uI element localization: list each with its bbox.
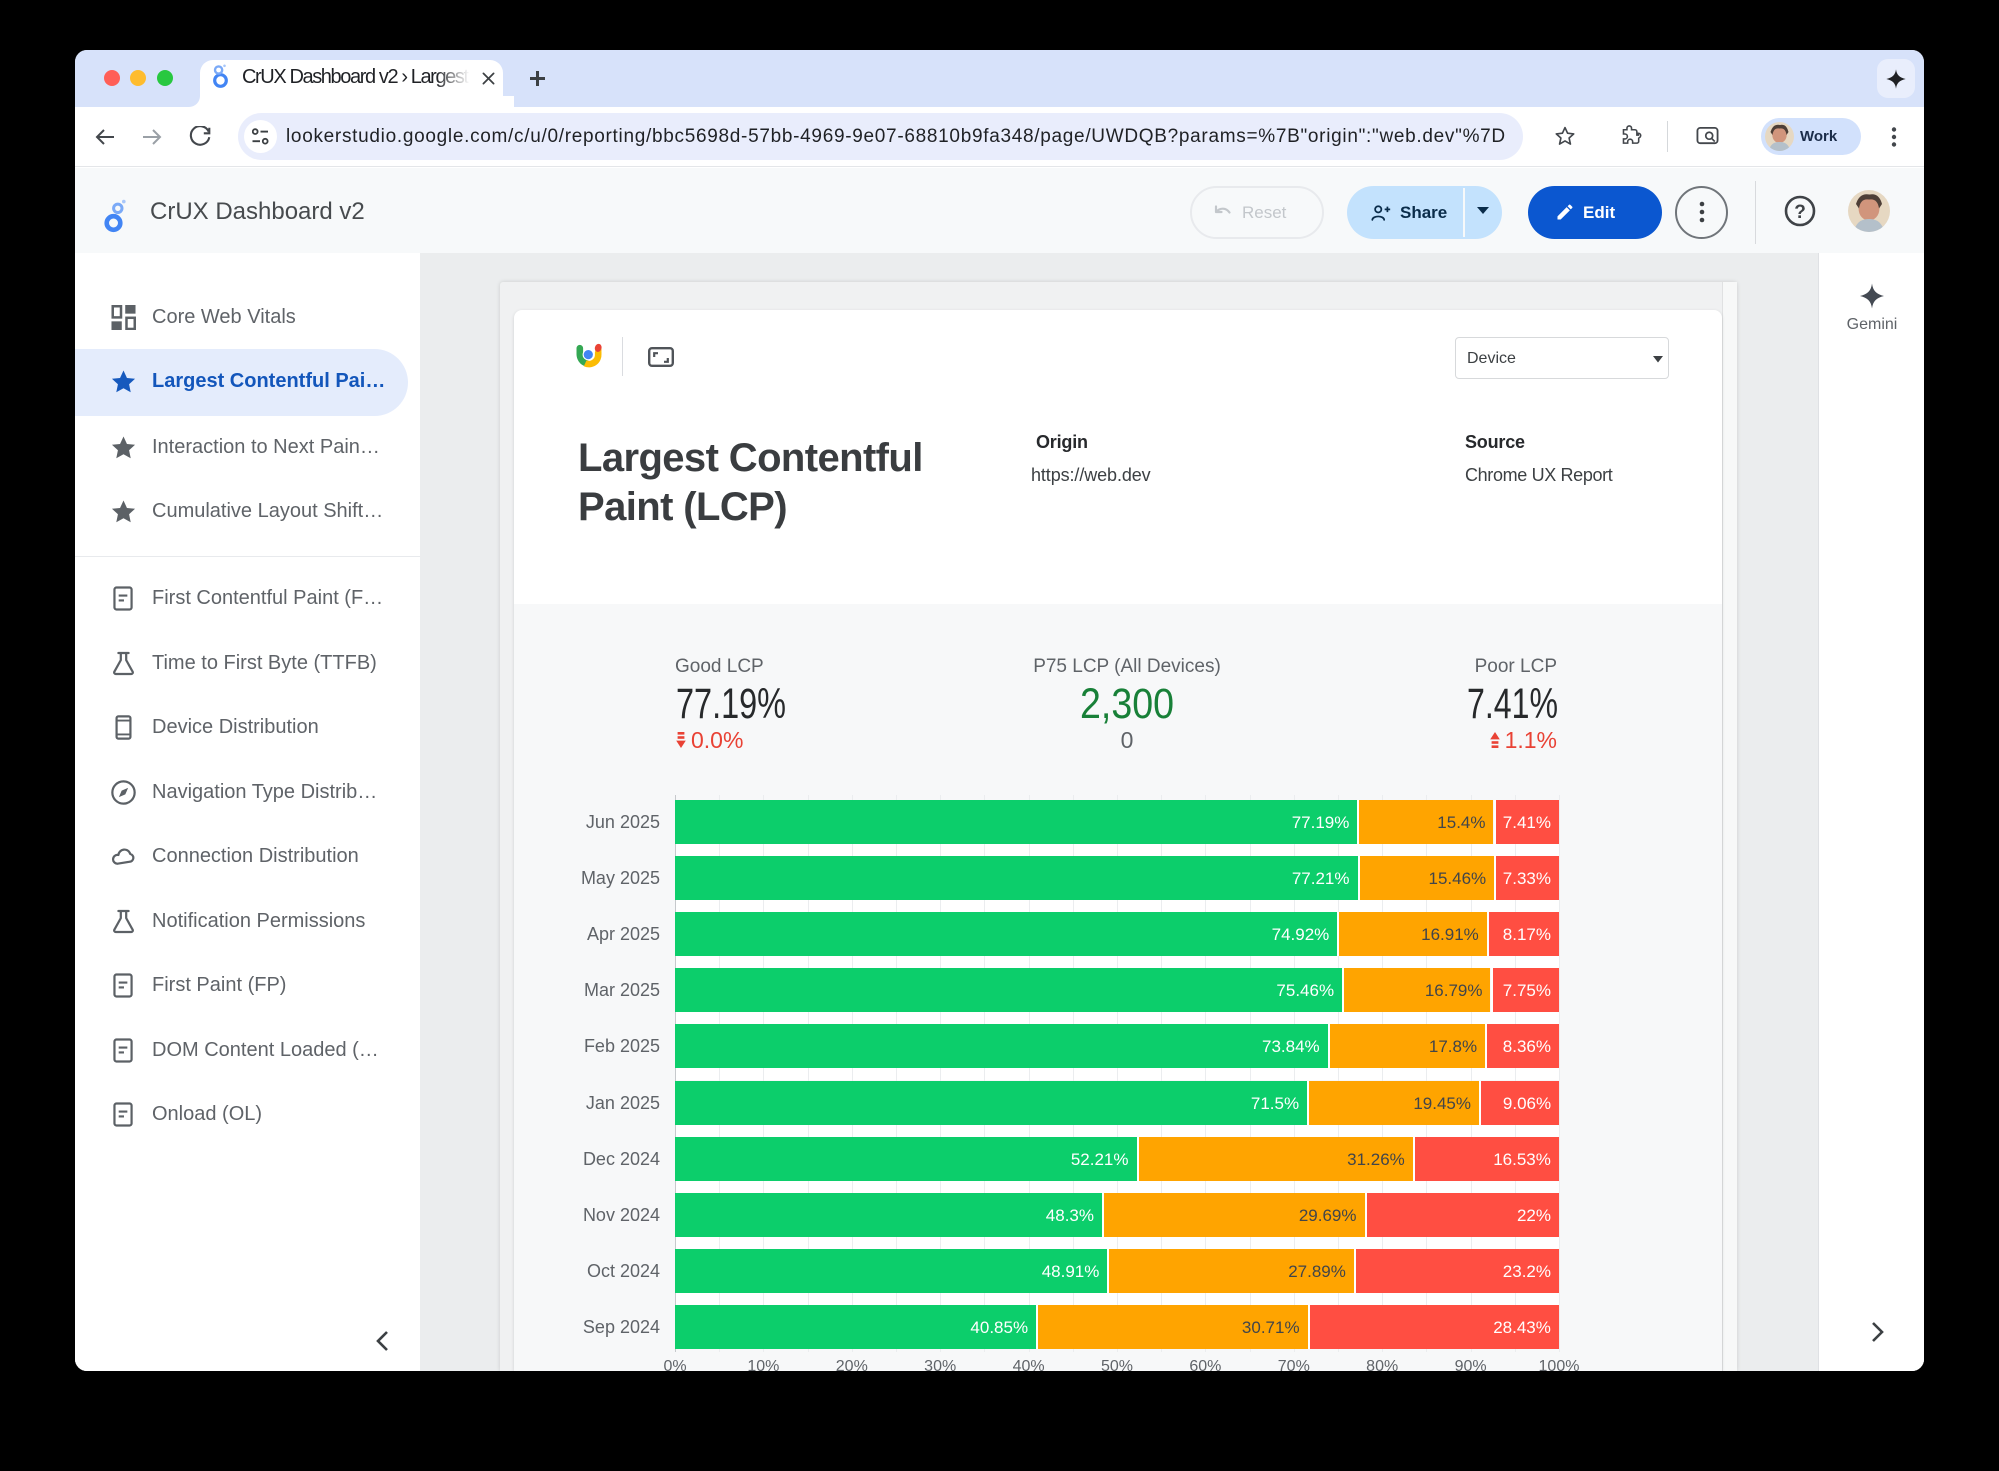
svg-text:2,300: 2,300 [1080, 680, 1174, 725]
svg-text:7.41%: 7.41% [1467, 680, 1558, 725]
svg-text:77.19%: 77.19% [676, 680, 786, 725]
svg-text:?: ? [1794, 202, 1806, 223]
